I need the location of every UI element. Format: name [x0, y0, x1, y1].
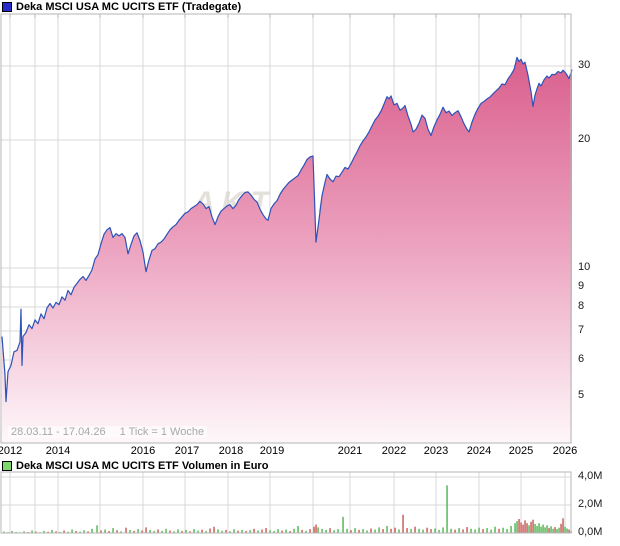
x-axis-tick-label: 2023 — [423, 445, 449, 457]
x-axis-tick-label: 2021 — [337, 445, 363, 457]
volume-chart-legend: Deka MSCI USA MC UCITS ETF Volumen in Eu… — [2, 459, 268, 472]
main-chart-title: Deka MSCI USA MC UCITS ETF (Tradegate) — [16, 0, 242, 13]
x-axis-tick-label: 2017 — [174, 445, 200, 457]
main-chart-legend: Deka MSCI USA MC UCITS ETF (Tradegate) — [2, 0, 241, 13]
x-axis-tick-label: 2025 — [508, 445, 534, 457]
x-axis-tick-label: 2018 — [218, 445, 244, 457]
y-axis-tick-label: 6 — [578, 353, 585, 365]
date-range-note: 28.03.11 - 17.04.26 1 Tick = 1 Woche — [8, 426, 208, 438]
y-axis-tick-label: 20 — [578, 133, 591, 145]
y-axis-tick-label: 0,0M — [578, 526, 603, 538]
x-axis-tick-label: 2019 — [259, 445, 285, 457]
x-axis-tick-label: 2026 — [552, 445, 578, 457]
y-axis-tick-label: 30 — [578, 59, 591, 71]
x-axis-tick-label: 2014 — [45, 445, 71, 457]
x-axis-tick-label: 2024 — [466, 445, 492, 457]
y-axis-tick-label: 7 — [578, 324, 585, 336]
y-axis-tick-label: 5 — [578, 389, 585, 401]
y-axis-tick-label: 10 — [578, 261, 591, 273]
x-axis-tick-label: 2016 — [130, 445, 156, 457]
date-range-label: 28.03.11 - 17.04.26 — [11, 426, 106, 438]
y-axis-tick-label: 8 — [578, 300, 585, 312]
volume-legend-square-icon — [2, 460, 12, 471]
tick-interval-label: 1 Tick = 1 Woche — [119, 426, 205, 438]
y-axis-tick-label: 2,0M — [578, 498, 603, 510]
y-axis-tick-label: 9 — [578, 280, 585, 292]
x-axis-tick-label: 2022 — [381, 445, 407, 457]
x-axis-tick-label: 2012 — [0, 445, 23, 457]
volume-chart-title: Deka MSCI USA MC UCITS ETF Volumen in Eu… — [16, 459, 269, 472]
legend-square-icon — [2, 1, 12, 12]
y-axis-tick-label: 4,0M — [578, 470, 603, 482]
